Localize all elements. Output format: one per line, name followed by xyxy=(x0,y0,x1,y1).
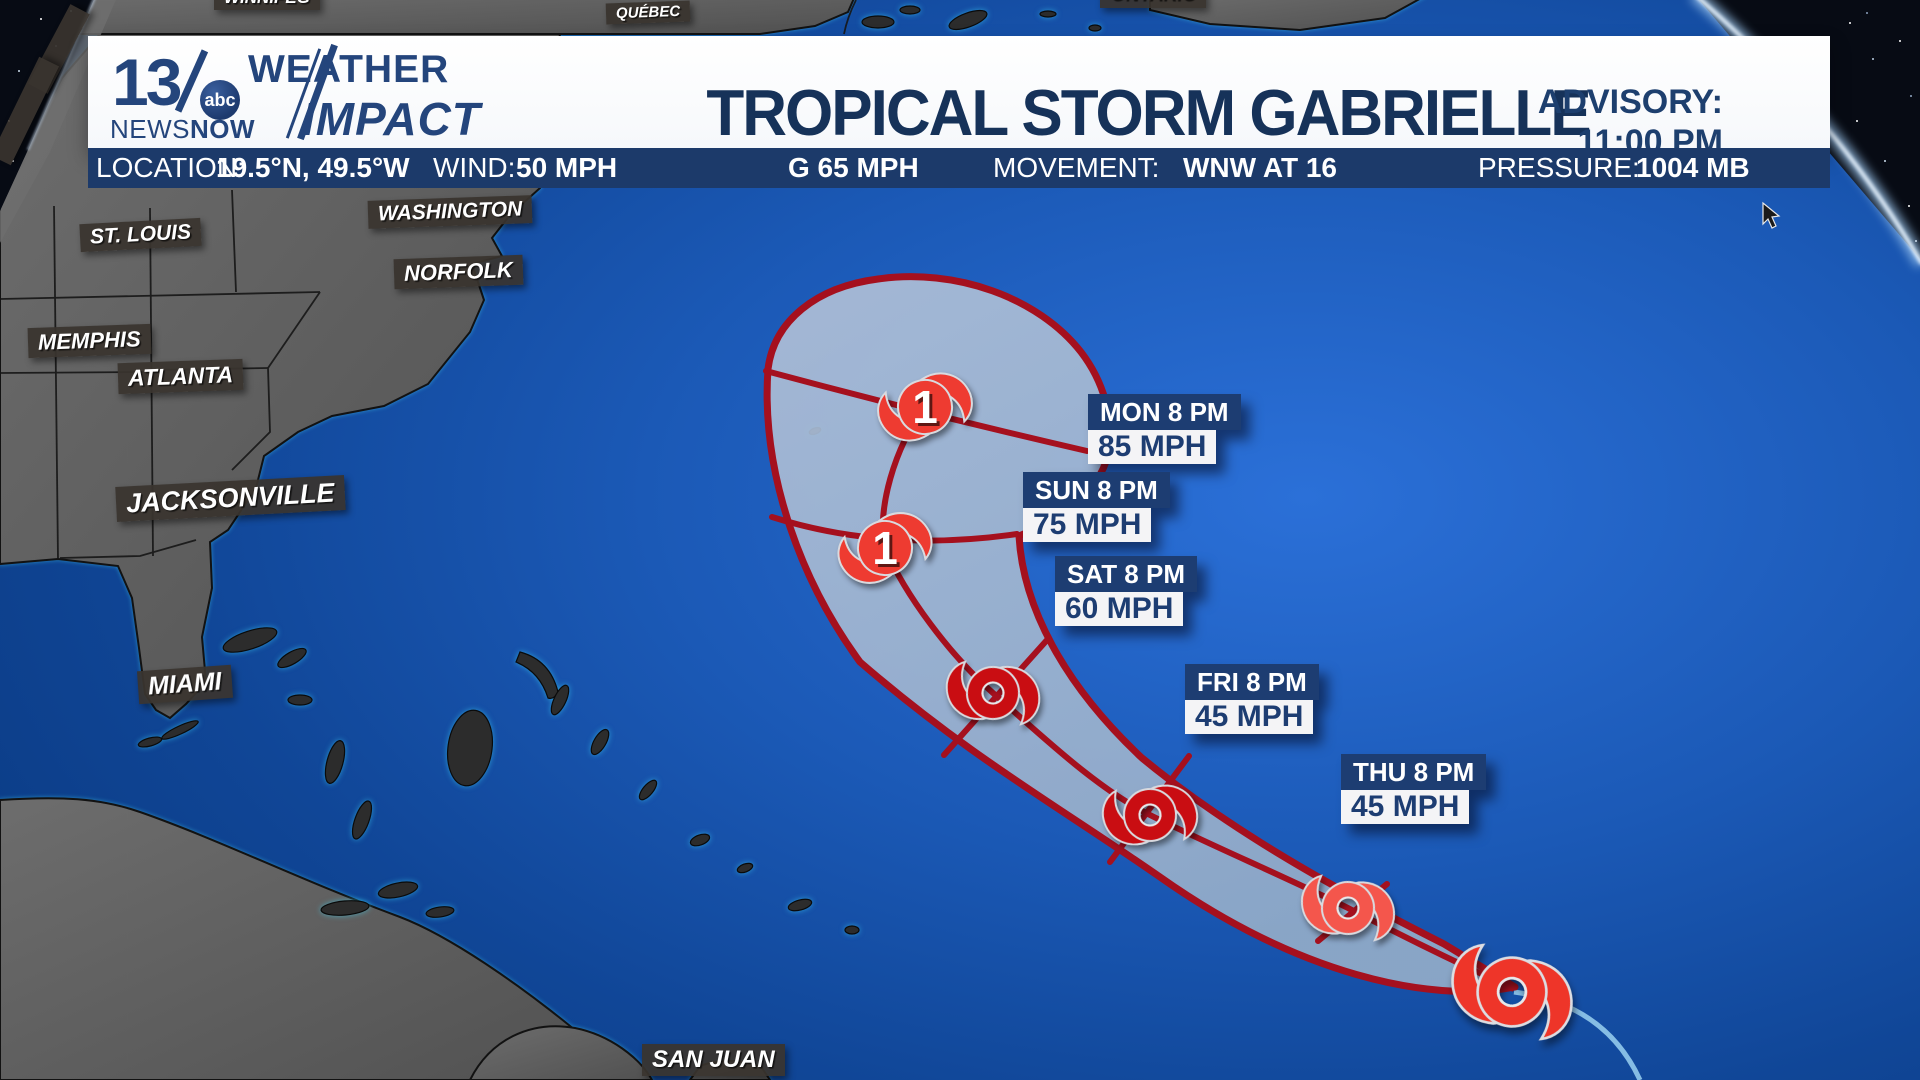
city-label-winnipeg: WINNIPEG xyxy=(214,0,320,10)
hispaniola xyxy=(468,1025,654,1080)
header-banner: 13 abc NEWSNOW WEATHER IMPACT TROPICAL S… xyxy=(88,36,1830,161)
advisory-label: ADVISORY: xyxy=(1537,83,1723,121)
forecast-wind: 85 MPH xyxy=(1088,430,1217,464)
city-name: NORFOLK xyxy=(403,257,514,286)
city-name: MIAMI xyxy=(147,667,223,701)
city-name: ONTARIO xyxy=(1110,0,1196,5)
brand-impact: IMPACT xyxy=(302,93,481,145)
stars xyxy=(0,0,2,2)
city-name: ATLANTA xyxy=(127,361,234,391)
city-label-miami: MIAMI xyxy=(136,664,233,705)
location-label: LOCATION: xyxy=(96,152,245,183)
forecast-label-mon: MON 8 PM 85 MPH xyxy=(1088,394,1241,464)
hurricane-cat1-icon-mon: 1 xyxy=(871,365,978,450)
city-name: QUÉBEC xyxy=(615,2,681,23)
category-number: 1 xyxy=(912,381,938,433)
forecast-day: FRI 8 PM xyxy=(1185,664,1319,700)
forecast-label-sun: SUN 8 PM 75 MPH xyxy=(1023,472,1170,542)
forecast-day: SUN 8 PM xyxy=(1023,472,1170,508)
abc-network-icon: abc xyxy=(200,80,240,120)
newfoundland-land xyxy=(1149,0,1420,32)
mouse-cursor[interactable] xyxy=(1762,201,1781,229)
canada-land xyxy=(0,0,855,35)
forecast-day: SAT 8 PM xyxy=(1055,556,1197,592)
forecast-wind: 45 MPH xyxy=(1341,790,1470,824)
storm-title: TROPICAL STORM GABRIELLE xyxy=(706,77,1591,150)
city-label-washington: WASHINGTON xyxy=(367,195,533,229)
forecast-day: MON 8 PM xyxy=(1088,394,1241,430)
location-value: 19.5°N, 49.5°W xyxy=(216,152,410,183)
forecast-wind: 75 MPH xyxy=(1023,508,1152,542)
forecast-label-sat: SAT 8 PM 60 MPH xyxy=(1055,556,1197,626)
forecast-wind: 60 MPH xyxy=(1055,592,1184,626)
islands xyxy=(137,5,1102,935)
storm-stats-bar: LOCATION: 19.5°N, 49.5°W WIND: 50 MPH G … xyxy=(88,148,1830,188)
city-label-norfolk: NORFOLK xyxy=(393,254,524,290)
current-storm-position-icon xyxy=(1442,938,1583,1047)
city-name: WINNIPEG xyxy=(224,0,310,7)
wind-value: 50 MPH xyxy=(516,152,618,183)
tropical-storm-icon-sat xyxy=(943,659,1044,728)
forecast-label-thu: THU 8 PM 45 MPH xyxy=(1341,754,1487,824)
station-name: NEWSNOW xyxy=(110,114,255,145)
wind-gust-value: G 65 MPH xyxy=(788,152,919,183)
tropical-storm-icon-fri xyxy=(1101,783,1200,847)
city-label-quebec: QUÉBEC xyxy=(605,0,691,25)
movement-label: MOVEMENT: xyxy=(993,152,1160,183)
forecast-day: THU 8 PM xyxy=(1341,754,1487,790)
city-name: ST. LOUIS xyxy=(89,220,192,249)
city-name: WASHINGTON xyxy=(377,197,523,226)
brand-weather: WEATHER xyxy=(248,48,450,91)
category-number: 1 xyxy=(872,522,898,574)
station-name-now: NOW xyxy=(190,114,256,144)
station-logo-13: 13 xyxy=(112,45,182,119)
movement-value: WNW AT 16 xyxy=(1183,152,1337,183)
tropical-storm-icon-thu xyxy=(1297,872,1399,944)
city-name: SAN JUAN xyxy=(652,1046,775,1073)
hurricane-cat1-icon-sun: 1 xyxy=(831,503,940,594)
cuba xyxy=(0,797,617,1080)
pressure-value: 1004 MB xyxy=(1636,152,1750,183)
city-label-memphis: MEMPHIS xyxy=(27,323,152,359)
city-name: MEMPHIS xyxy=(37,326,142,355)
city-label-atlanta: ATLANTA xyxy=(117,358,244,395)
pressure-label: PRESSURE: xyxy=(1478,152,1640,183)
city-label-san-juan: SAN JUAN xyxy=(642,1044,785,1076)
forecast-label-fri: FRI 8 PM 45 MPH xyxy=(1185,664,1319,734)
forecast-wind: 45 MPH xyxy=(1185,700,1314,734)
station-name-news: NEWS xyxy=(110,114,190,144)
wind-label: WIND: xyxy=(433,152,516,183)
city-label-ontario: ONTARIO xyxy=(1100,0,1207,8)
